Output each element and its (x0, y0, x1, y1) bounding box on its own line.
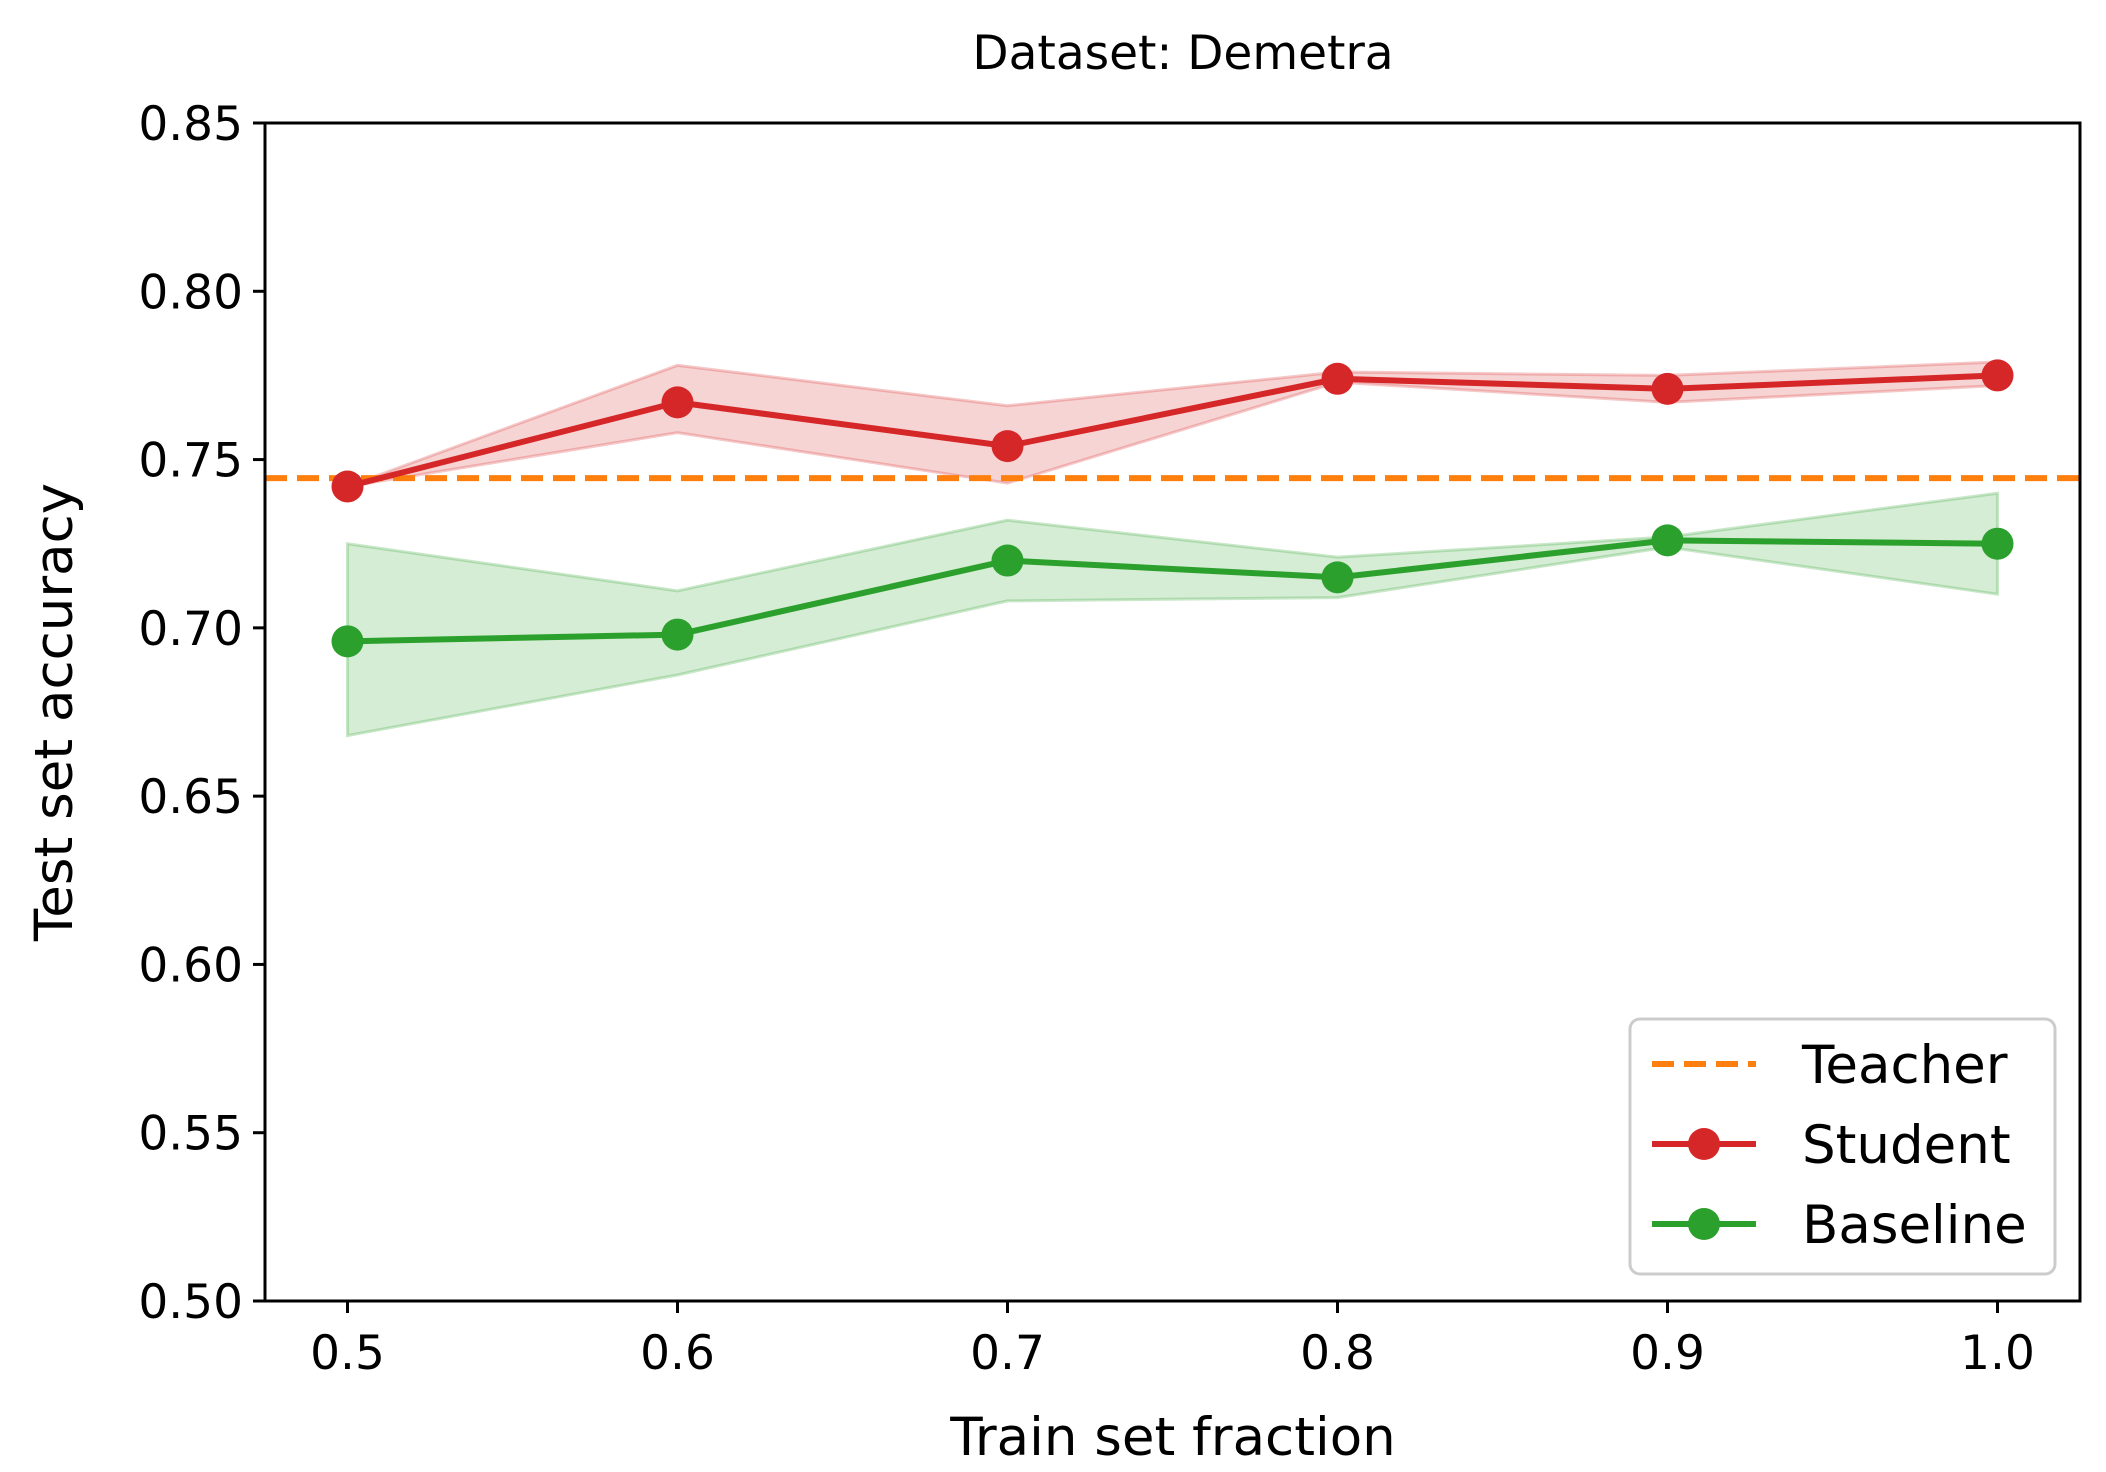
baseline-confidence-band (346, 491, 1999, 738)
legend-box (1628, 1017, 2057, 1276)
y-tick-label: 0.70 (138, 602, 243, 657)
student-point-0.8 (1321, 362, 1354, 395)
x-tick-label: 1.0 (1960, 1326, 2035, 1381)
y-axis-ticks: 0.50 0.55 0.60 0.65 0.70 0.75 0.80 0.85 (138, 97, 265, 1330)
baseline-point-0.9 (1651, 524, 1684, 557)
x-tick-label: 0.7 (970, 1326, 1045, 1381)
x-tick-label: 0.8 (1300, 1326, 1375, 1381)
student-point-1.0 (1981, 359, 2014, 392)
y-tick-label: 0.60 (138, 938, 243, 993)
x-tick-label: 0.6 (640, 1326, 715, 1381)
baseline-line (347, 537, 1998, 645)
student-line (346, 372, 1998, 490)
x-tick-label: 0.5 (310, 1326, 385, 1381)
y-tick-label: 0.75 (138, 434, 243, 489)
y-tick-label: 0.65 (138, 770, 243, 825)
y-tick-label: 0.50 (138, 1275, 243, 1330)
legend-baseline-label: Baseline (1802, 1195, 2027, 1256)
student-point-0.9 (1651, 372, 1684, 405)
legend-student-swatch-marker (1688, 1128, 1720, 1160)
baseline-point-0.5 (331, 625, 364, 658)
y-axis-label: Test set accuracy (24, 483, 85, 942)
plot-area-frame (263, 121, 2082, 1303)
y-tick-label: 0.85 (138, 97, 243, 152)
legend-baseline-swatch-marker (1688, 1208, 1720, 1240)
chart-title: Dataset: Demetra (972, 26, 1393, 81)
baseline-point-1.0 (1981, 527, 2014, 560)
baseline-point-0.8 (1321, 561, 1354, 594)
y-tick-label: 0.80 (138, 265, 243, 320)
legend: Teacher Student Baseline (1628, 1017, 2057, 1276)
data-series (331, 359, 2014, 658)
student-point-0.7 (991, 430, 1024, 463)
legend-teacher-label: Teacher (1801, 1035, 2008, 1096)
student-point-0.5 (331, 470, 364, 503)
x-axis-label: Train set fraction (949, 1407, 1395, 1468)
baseline-point-0.6 (661, 618, 694, 651)
student-point-0.6 (661, 386, 694, 419)
baseline-point-0.7 (991, 544, 1024, 577)
x-tick-label: 0.9 (1630, 1326, 1705, 1381)
x-axis-ticks: 0.5 0.6 0.7 0.8 0.9 1.0 (310, 1301, 2035, 1381)
legend-student-label: Student (1802, 1115, 2011, 1176)
y-tick-label: 0.55 (138, 1107, 243, 1162)
